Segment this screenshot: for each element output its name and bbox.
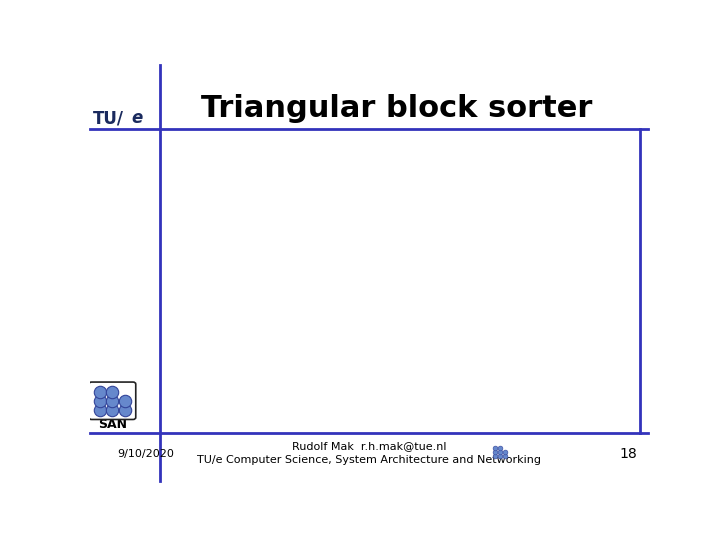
Point [107, 387, 118, 396]
Point [94, 387, 106, 396]
Point [499, 448, 510, 456]
Text: 9/10/2020: 9/10/2020 [117, 449, 174, 458]
Text: Rudolf Mak  r.h.mak@tue.nl: Rudolf Mak r.h.mak@tue.nl [292, 442, 446, 451]
Point [107, 406, 118, 414]
Text: TU/: TU/ [93, 109, 124, 127]
Point [107, 396, 118, 405]
Text: TU/e Computer Science, System Architecture and Networking: TU/e Computer Science, System Architectu… [197, 455, 541, 465]
Point [489, 448, 500, 456]
Point [494, 452, 505, 461]
Text: SAN: SAN [98, 418, 127, 431]
Point [119, 406, 130, 414]
Point [499, 452, 510, 461]
Point [494, 443, 505, 452]
Point [489, 443, 500, 452]
Point [94, 406, 106, 414]
Point [119, 396, 130, 405]
Point [94, 396, 106, 405]
Text: Triangular block sorter: Triangular block sorter [201, 94, 593, 123]
Text: 18: 18 [620, 447, 637, 461]
Point [489, 452, 500, 461]
Text: e: e [132, 109, 143, 127]
Point [494, 448, 505, 456]
